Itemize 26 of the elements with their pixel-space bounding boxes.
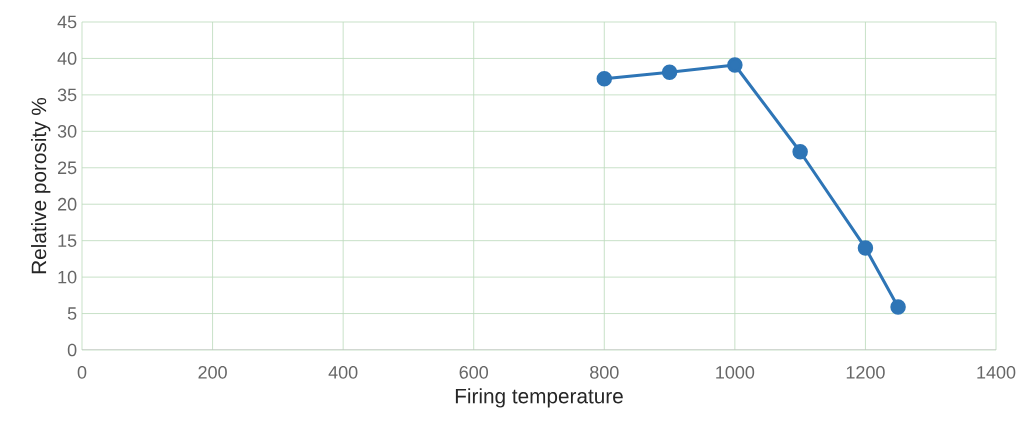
y-tick-label: 20 xyxy=(58,197,77,211)
y-tick-label: 30 xyxy=(57,124,77,138)
y-tick-label: 0 xyxy=(67,343,77,357)
point xyxy=(857,240,874,256)
x-tick-label: 1400 xyxy=(977,365,1016,379)
y-tick-label: 35 xyxy=(57,88,77,102)
point xyxy=(792,143,808,160)
x-tick-label: 600 xyxy=(459,365,489,379)
y-tick-label: 45 xyxy=(57,15,77,29)
x-tick-label: 200 xyxy=(198,365,227,379)
x-tick-label: 0 xyxy=(77,365,87,379)
x-tick-label: 1200 xyxy=(846,365,885,379)
x-axis-title: Firing temperature xyxy=(455,388,623,408)
point xyxy=(596,71,613,87)
point xyxy=(727,57,743,73)
x-tick-label: 1000 xyxy=(716,365,755,379)
y-tick-label: 5 xyxy=(67,307,77,320)
x-tick-label: 800 xyxy=(590,365,619,379)
x-tick-label: 400 xyxy=(328,365,358,379)
y-tick-label: 25 xyxy=(58,161,77,175)
y-tick-label: 10 xyxy=(58,270,77,284)
y-tick-label: 40 xyxy=(57,52,77,65)
point xyxy=(661,64,678,81)
y-tick-label: 15 xyxy=(58,234,77,247)
y-axis-title: Relative porosity % xyxy=(31,97,51,274)
point xyxy=(890,299,906,315)
